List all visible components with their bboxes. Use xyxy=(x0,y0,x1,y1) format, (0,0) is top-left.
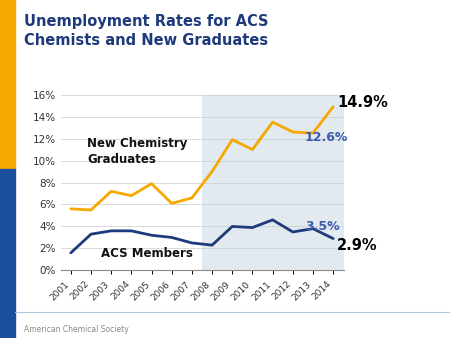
Bar xyxy=(202,95,344,270)
Text: American Chemical Society: American Chemical Society xyxy=(23,325,128,334)
Text: Unemployment Rates for ACS
Chemists and New Graduates: Unemployment Rates for ACS Chemists and … xyxy=(23,14,268,48)
Text: New Chemistry
Graduates: New Chemistry Graduates xyxy=(87,137,187,166)
Text: 2.9%: 2.9% xyxy=(337,238,378,252)
Text: 3.5%: 3.5% xyxy=(305,220,340,233)
Bar xyxy=(0,0,15,169)
Text: 14.9%: 14.9% xyxy=(337,95,388,110)
Bar xyxy=(0,169,15,338)
Text: 12.6%: 12.6% xyxy=(305,131,348,144)
Text: ACS Members: ACS Members xyxy=(101,247,193,260)
